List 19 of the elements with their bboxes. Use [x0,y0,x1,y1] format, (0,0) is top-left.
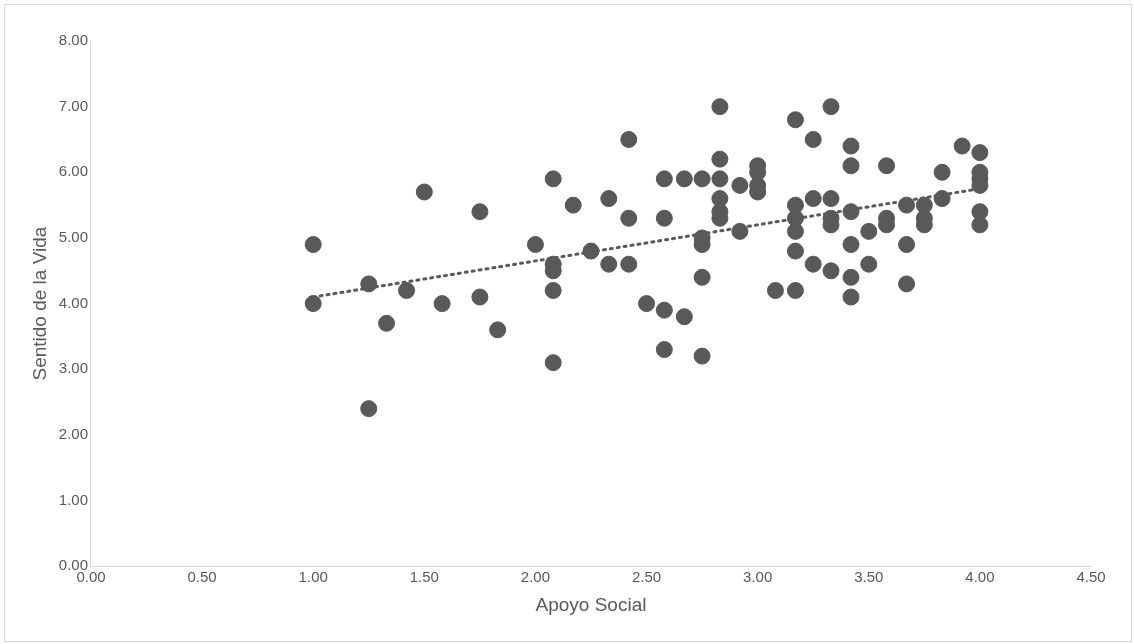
x-tick-label: 2.00 [520,568,551,586]
y-axis-title: Sentido de la Vida [28,226,50,381]
x-tick-label: 4.00 [965,568,995,586]
y-tick-label: 3.00 [58,359,88,377]
y-tick-label: 8.00 [58,31,88,49]
x-axis-title: Apoyo Social [535,593,647,615]
y-tick-label: 2.00 [58,425,88,443]
x-tick-label: 2.50 [631,568,662,586]
x-tick-label: 1.00 [298,568,328,586]
x-tick-label: 3.00 [743,568,773,586]
x-tick-label: 0.50 [187,568,217,586]
x-tick-label: 3.50 [854,568,884,586]
y-tick-label: 4.00 [58,293,88,311]
y-tick-label: 1.00 [58,490,88,508]
y-tick-label: 7.00 [58,96,88,114]
x-tick-label: 4.50 [1076,568,1106,586]
y-tick-label: 6.00 [58,162,88,180]
x-tick-label: 1.50 [409,568,439,586]
y-tick-label: 5.00 [58,228,88,246]
